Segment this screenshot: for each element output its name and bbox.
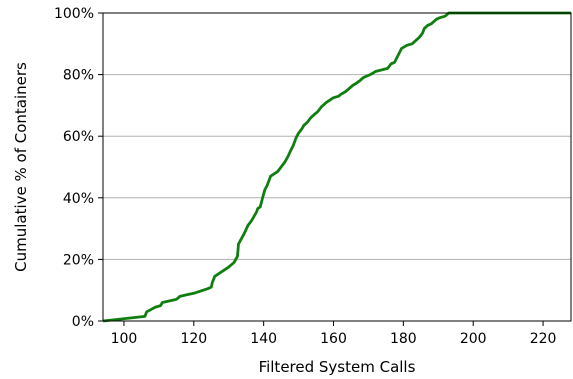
x-tick-label: 200 (460, 331, 487, 347)
y-axis-ticks: 0% 20% 40% 60% 80% 100% (54, 6, 103, 330)
x-axis-title: Filtered System Calls (259, 358, 416, 376)
x-tick-label: 160 (320, 331, 347, 347)
grid-lines (103, 74, 571, 260)
x-tick-label: 180 (390, 331, 417, 347)
x-tick-label: 140 (250, 331, 277, 347)
x-tick-label: 120 (180, 331, 207, 347)
x-tick-label: 100 (111, 331, 138, 347)
y-tick-label: 0% (72, 314, 94, 330)
plot-area-frame (102, 12, 572, 322)
y-tick-label: 80% (63, 68, 94, 84)
y-tick-label: 60% (63, 129, 94, 145)
cdf-series-line (102, 11, 571, 323)
y-tick-label: 100% (54, 6, 94, 22)
x-tick-label: 220 (530, 331, 557, 347)
y-tick-label: 20% (63, 252, 94, 268)
x-axis-ticks: 100 120 140 160 180 200 220 (111, 321, 557, 347)
y-axis-title: Cumulative % of Containers (12, 62, 30, 272)
y-tick-label: 40% (63, 191, 94, 207)
